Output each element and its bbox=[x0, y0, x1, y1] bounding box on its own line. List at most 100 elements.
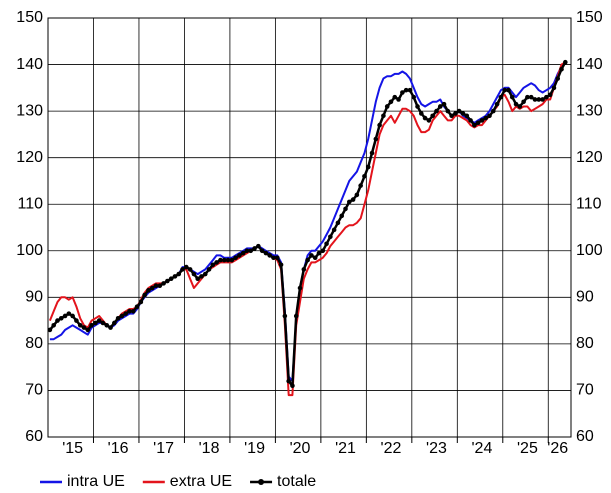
data-point bbox=[388, 99, 394, 105]
x-tick-label: '16 bbox=[108, 440, 129, 457]
data-point bbox=[274, 255, 280, 261]
data-point bbox=[373, 136, 379, 142]
data-point bbox=[396, 97, 401, 102]
legend-label: intra UE bbox=[67, 473, 125, 490]
data-point bbox=[85, 327, 91, 333]
data-point bbox=[369, 150, 375, 156]
data-point bbox=[555, 76, 561, 81]
data-point bbox=[468, 118, 473, 123]
data-point bbox=[138, 299, 144, 305]
data-point bbox=[343, 206, 348, 212]
data-point bbox=[119, 313, 125, 319]
data-point bbox=[513, 101, 519, 107]
data-point bbox=[278, 262, 284, 268]
data-point bbox=[282, 313, 288, 319]
data-point bbox=[252, 246, 257, 251]
data-point bbox=[365, 164, 371, 170]
legend-label: totale bbox=[277, 473, 316, 490]
data-point bbox=[339, 213, 345, 219]
x-tick-label: '25 bbox=[517, 440, 538, 457]
data-point bbox=[267, 253, 273, 258]
data-point bbox=[346, 199, 352, 205]
data-point bbox=[472, 122, 477, 128]
data-point bbox=[509, 94, 515, 100]
data-point bbox=[403, 87, 409, 93]
y-tick-label: 140 bbox=[16, 56, 43, 73]
data-point bbox=[377, 122, 382, 128]
data-point bbox=[532, 97, 538, 102]
data-point bbox=[108, 325, 113, 330]
data-point bbox=[233, 255, 238, 261]
data-point bbox=[259, 248, 265, 254]
data-point bbox=[430, 113, 435, 119]
data-point bbox=[551, 85, 557, 91]
data-point bbox=[479, 118, 485, 123]
y-tick-label: 130 bbox=[16, 102, 43, 119]
data-point bbox=[536, 97, 542, 102]
data-point bbox=[248, 248, 254, 254]
data-point bbox=[263, 250, 269, 256]
data-point bbox=[149, 285, 155, 291]
data-point bbox=[309, 253, 314, 258]
data-point bbox=[168, 276, 174, 282]
data-point bbox=[441, 101, 447, 107]
data-point bbox=[411, 94, 417, 100]
data-point bbox=[89, 322, 94, 328]
data-point bbox=[130, 309, 136, 314]
data-point bbox=[400, 90, 405, 95]
data-point bbox=[187, 267, 193, 272]
data-point bbox=[210, 262, 216, 268]
data-point bbox=[517, 104, 523, 109]
data-point bbox=[491, 108, 496, 114]
data-point bbox=[161, 281, 166, 286]
data-point bbox=[528, 94, 534, 100]
data-point bbox=[305, 257, 310, 263]
data-point bbox=[134, 304, 140, 309]
y2-tick-label: 70 bbox=[576, 382, 594, 399]
data-point bbox=[453, 111, 458, 116]
data-point bbox=[422, 115, 428, 121]
data-point bbox=[244, 248, 250, 254]
plot-frame bbox=[47, 17, 572, 438]
x-tick-label: '22 bbox=[381, 440, 402, 457]
data-point bbox=[256, 243, 261, 249]
x-tick-label: '18 bbox=[199, 440, 220, 457]
data-point bbox=[142, 292, 147, 298]
y-tick-label: 80 bbox=[25, 335, 43, 352]
data-point bbox=[312, 255, 318, 261]
data-point bbox=[544, 94, 549, 100]
data-point bbox=[449, 113, 454, 119]
data-point bbox=[445, 108, 451, 114]
data-point bbox=[320, 248, 326, 254]
data-point bbox=[112, 320, 117, 326]
data-point bbox=[547, 92, 553, 98]
data-point bbox=[240, 250, 246, 256]
series-line bbox=[49, 61, 567, 383]
data-point bbox=[146, 288, 151, 293]
x-tick-label: '26 bbox=[547, 440, 568, 457]
data-point bbox=[221, 257, 227, 263]
data-point bbox=[74, 318, 79, 323]
data-point bbox=[521, 99, 526, 105]
data-point bbox=[214, 260, 219, 265]
data-point bbox=[81, 325, 87, 330]
data-point bbox=[218, 257, 223, 263]
data-point bbox=[301, 267, 307, 272]
y2-tick-label: 80 bbox=[576, 335, 594, 352]
legend-label: extra UE bbox=[170, 473, 232, 490]
x-tick-label: '15 bbox=[62, 440, 83, 457]
data-point bbox=[384, 104, 390, 109]
data-point bbox=[358, 183, 363, 188]
data-point bbox=[460, 111, 466, 116]
data-point bbox=[464, 113, 470, 119]
data-point bbox=[483, 115, 489, 121]
data-point bbox=[47, 327, 53, 333]
data-point bbox=[354, 192, 360, 198]
data-point bbox=[206, 267, 212, 272]
data-point bbox=[324, 241, 329, 247]
data-point bbox=[100, 320, 106, 326]
data-point bbox=[540, 97, 545, 102]
y-tick-label: 110 bbox=[17, 195, 43, 212]
x-tick-label: '24 bbox=[472, 440, 493, 457]
data-point bbox=[199, 274, 204, 279]
